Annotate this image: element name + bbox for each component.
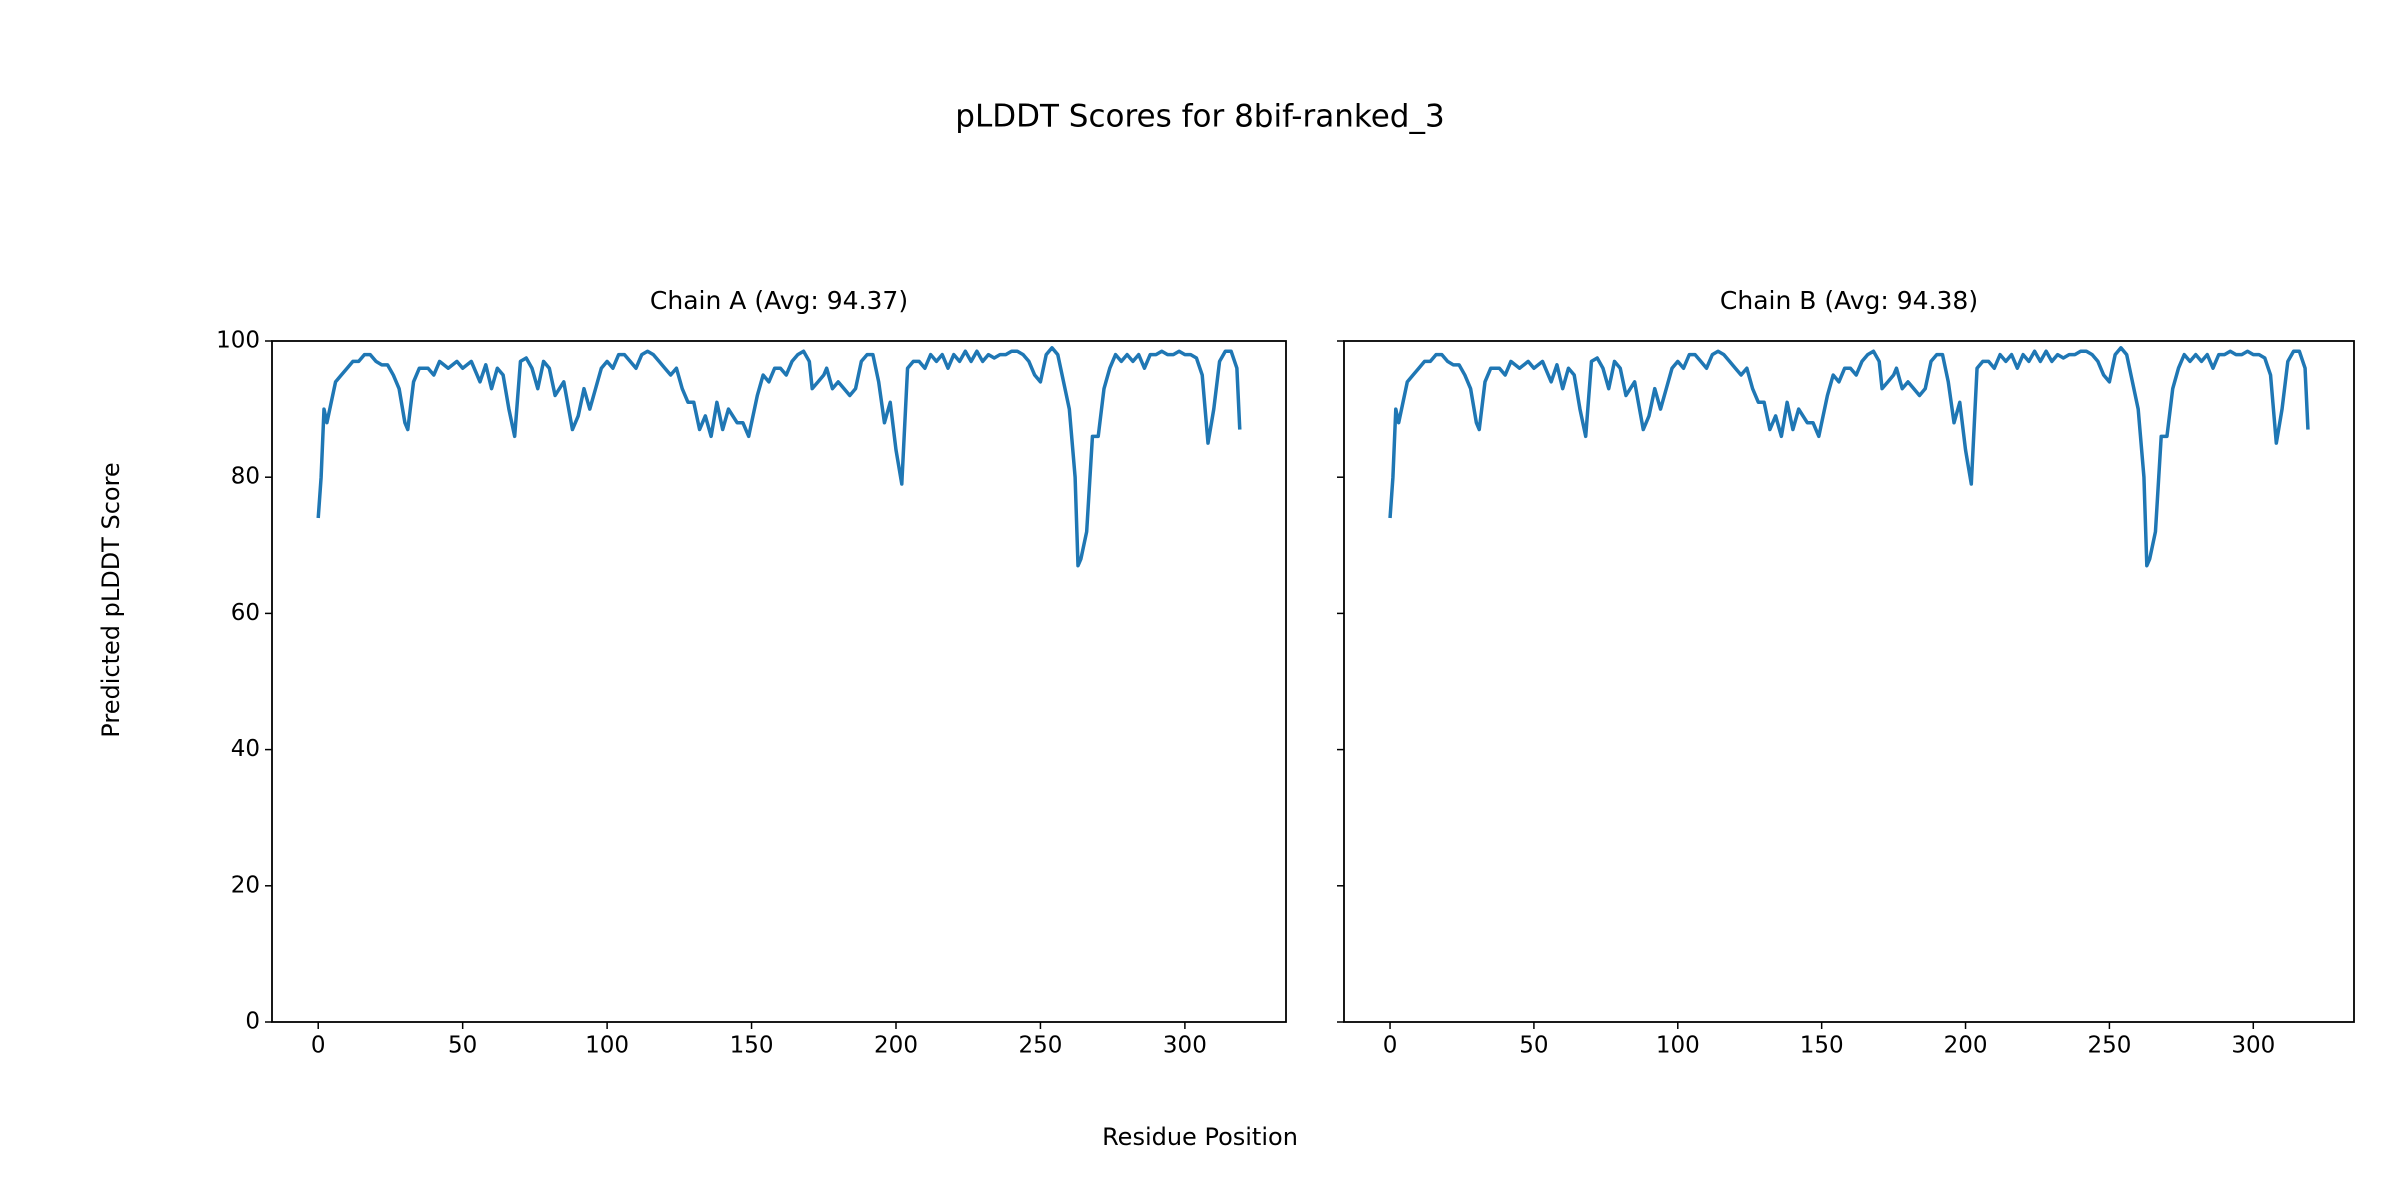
x-tick-label: 250 — [1018, 1033, 1062, 1059]
y-tick-label: 40 — [231, 736, 260, 762]
y-tick-label: 20 — [231, 872, 260, 898]
x-tick-label: 0 — [311, 1033, 326, 1059]
x-tick-label: 200 — [1944, 1033, 1988, 1059]
x-tick-label: 250 — [2087, 1033, 2131, 1059]
x-tick-label: 150 — [1800, 1033, 1844, 1059]
y-axis-label: Predicted pLDDT Score — [97, 462, 125, 737]
line-series — [316, 346, 1242, 568]
axes-frame — [1343, 340, 2355, 1023]
x-tick-label: 50 — [448, 1033, 477, 1059]
subplot-title: Chain A (Avg: 94.37) — [650, 286, 908, 315]
x-tick-label: 100 — [1656, 1033, 1700, 1059]
subplot-title: Chain B (Avg: 94.38) — [1720, 286, 1978, 315]
axes-frame — [271, 340, 1287, 1023]
y-tick-label: 100 — [216, 328, 260, 354]
x-tick-label: 300 — [1163, 1033, 1207, 1059]
x-tick-label: 0 — [1383, 1033, 1398, 1059]
x-tick-label: 200 — [874, 1033, 918, 1059]
x-tick-label: 150 — [730, 1033, 774, 1059]
x-tick-label: 50 — [1519, 1033, 1548, 1059]
x-axis-label: Residue Position — [1102, 1123, 1298, 1151]
y-tick-label: 80 — [231, 464, 260, 490]
y-tick-label: 0 — [245, 1009, 260, 1035]
x-tick-label: 100 — [585, 1033, 629, 1059]
x-tick-label: 300 — [2231, 1033, 2275, 1059]
line-series — [1388, 346, 2310, 568]
figure-title: pLDDT Scores for 8bif-ranked_3 — [955, 99, 1444, 135]
y-tick-label: 60 — [231, 600, 260, 626]
